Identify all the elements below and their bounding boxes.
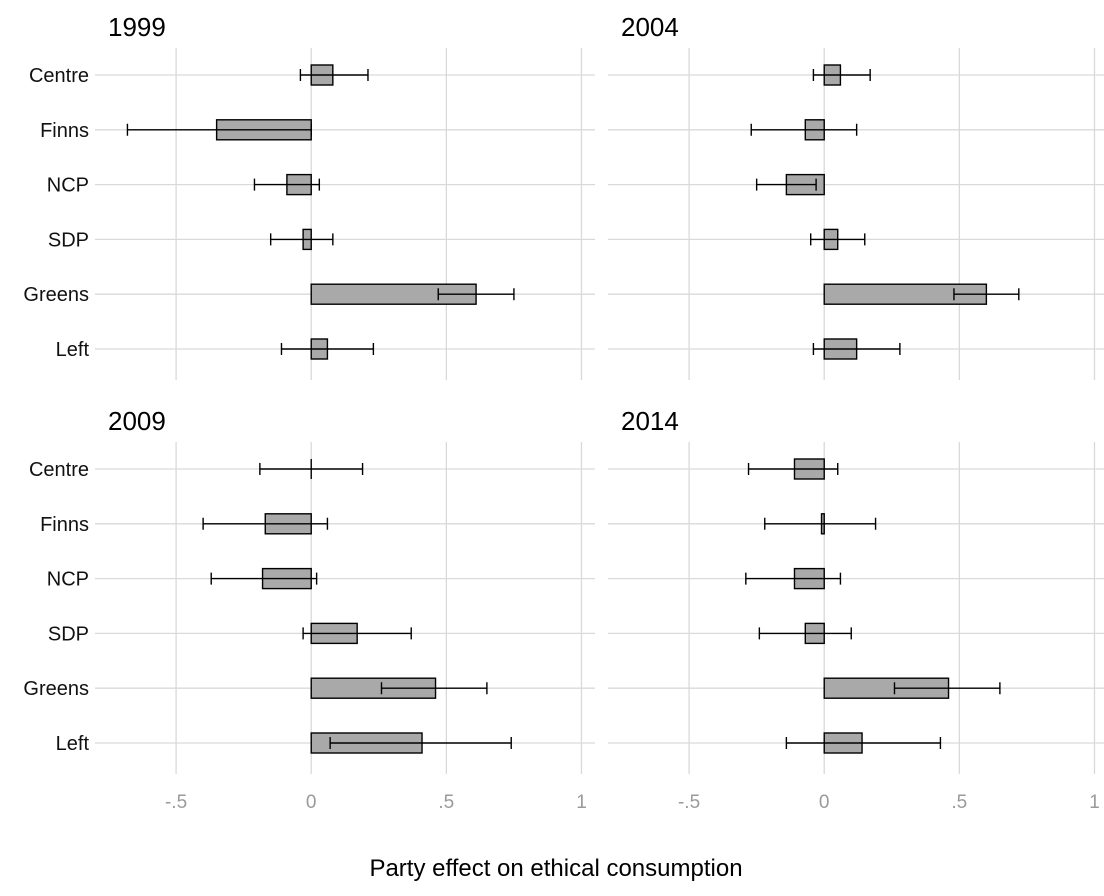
panel-1999-errorbar-SDP xyxy=(269,233,334,246)
category-label-SDP-1999: SDP xyxy=(48,229,89,251)
category-label-Centre-2009: Centre xyxy=(29,459,89,481)
panel-2014-errorbar-Greens xyxy=(893,682,1001,695)
category-label-SDP-2009: SDP xyxy=(48,623,89,645)
panel-2009-errorbar-Finns xyxy=(202,517,329,530)
category-label-NCP-1999: NCP xyxy=(47,175,89,197)
panel-2009-errorbar-Greens xyxy=(380,682,488,695)
panel-2009-errorbar-Centre xyxy=(259,463,364,475)
panel-2009-tick-label-2: .5 xyxy=(438,792,454,813)
panel-2014-tick-label-1: 0 xyxy=(819,792,830,813)
category-label-Centre-1999: Centre xyxy=(29,65,89,87)
panel-1999-errorbar-Centre xyxy=(299,69,369,81)
panel-2009-errorbar-NCP xyxy=(210,572,318,585)
panel-2009-title: 2009 xyxy=(108,406,166,436)
panel-2009-tick-label-3: 1 xyxy=(576,792,587,813)
category-label-Greens-2009: Greens xyxy=(23,678,89,700)
category-label-Finns-1999: Finns xyxy=(40,120,89,142)
panel-2009-errorbar-SDP xyxy=(302,627,412,640)
panel-2014-errorbar-Left xyxy=(785,737,942,749)
panel-2014-tick-label-3: 1 xyxy=(1089,792,1100,813)
panel-2004-errorbar-Finns xyxy=(750,123,858,136)
category-label-NCP-2009: NCP xyxy=(47,569,89,591)
panel-2014-tick-label-2: .5 xyxy=(951,792,967,813)
panel-2009-tick-label-0: -.5 xyxy=(165,792,187,813)
panel-2014-errorbar-Centre xyxy=(747,463,839,475)
panel-1999-title: 1999 xyxy=(108,12,166,42)
category-label-Left-1999: Left xyxy=(56,339,90,361)
panel-2004-errorbar-Centre xyxy=(812,69,871,81)
panel-2009-errorbar-Left xyxy=(329,737,512,749)
panel-2004-errorbar-Greens xyxy=(953,288,1020,301)
panel-2014-title: 2014 xyxy=(621,406,679,436)
panel-2004-errorbar-SDP xyxy=(810,233,866,246)
panel-2004-errorbar-Left xyxy=(812,343,901,355)
x-axis-title: Party effect on ethical consumption xyxy=(369,855,742,882)
panel-2014-errorbar-NCP xyxy=(745,572,842,585)
category-label-Greens-1999: Greens xyxy=(23,284,89,306)
panel-2014-errorbar-Finns xyxy=(764,517,877,530)
panel-1999-errorbar-Finns xyxy=(126,123,312,136)
panel-2014-errorbar-SDP xyxy=(758,627,852,640)
panel-2004-title: 2004 xyxy=(621,12,679,42)
panel-1999-errorbar-Left xyxy=(280,343,375,355)
panel-1999-errorbar-NCP xyxy=(253,178,321,191)
category-label-Finns-2009: Finns xyxy=(40,514,89,536)
panel-2004-errorbar-NCP xyxy=(755,178,817,191)
panel-2014-tick-label-0: -.5 xyxy=(678,792,700,813)
category-label-Left-2009: Left xyxy=(56,733,90,755)
panel-1999-errorbar-Greens xyxy=(437,288,515,301)
panel-2009-tick-label-1: 0 xyxy=(306,792,317,813)
